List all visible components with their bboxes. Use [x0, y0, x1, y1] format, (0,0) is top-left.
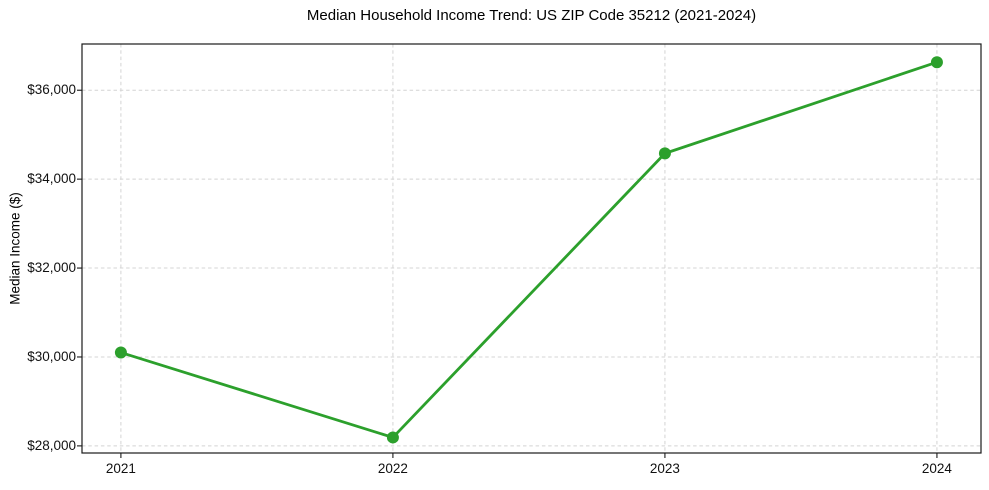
plot-border: [81, 43, 982, 454]
data-point: [658, 147, 671, 160]
x-tick-label: 2023: [649, 461, 680, 476]
x-tick-label: 2022: [377, 461, 408, 476]
data-point: [386, 431, 399, 444]
y-tick-label: $34,000: [27, 171, 76, 187]
data-markers: [114, 56, 943, 444]
y-tick-label: $30,000: [27, 348, 76, 364]
x-tick-label: 2024: [921, 461, 952, 476]
x-tick-label: 2021: [105, 461, 136, 476]
y-tick-label: $32,000: [27, 260, 76, 276]
axis-ticks: [77, 89, 938, 458]
y-tick-label: $28,000: [27, 437, 76, 453]
gridlines: [82, 44, 981, 453]
data-point: [930, 56, 943, 69]
data-line: [119, 60, 939, 439]
y-tick-label: $36,000: [27, 82, 76, 98]
chart-title: Median Household Income Trend: US ZIP Co…: [306, 7, 757, 24]
data-point: [114, 346, 127, 359]
